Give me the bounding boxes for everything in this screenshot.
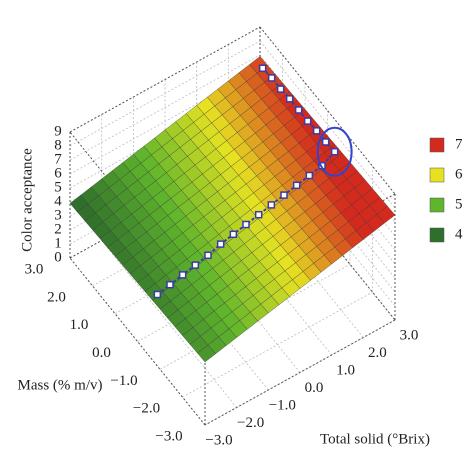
y-tick-label: 3.0 (400, 327, 419, 343)
legend-label: 6 (455, 166, 463, 182)
legend-swatch (429, 227, 445, 243)
path-point (191, 261, 200, 269)
optimum-path (153, 64, 353, 299)
z-tick-label: 5 (54, 179, 62, 195)
path-point (254, 210, 263, 219)
path-point (204, 251, 212, 260)
path-point (242, 220, 250, 229)
x-tick-label: 3.0 (25, 261, 44, 277)
legend-swatch (429, 167, 445, 183)
z-tick-label: 7 (54, 151, 62, 167)
x-tick-label: −2.0 (133, 401, 160, 417)
z-tick-label: 9 (54, 123, 62, 139)
surface (69, 56, 396, 363)
legend-label: 7 (455, 136, 463, 152)
x-tick-label: 1.0 (70, 317, 89, 333)
y-tick-label: 1.0 (336, 362, 355, 378)
z-tick-label: 8 (54, 137, 62, 153)
path-point (166, 280, 174, 289)
z-tick-label: 6 (54, 165, 62, 181)
legend-swatch (429, 137, 445, 153)
highlight-ring (316, 126, 353, 177)
y-tick-label: −3.0 (205, 432, 232, 448)
y-tick-label: −1.0 (269, 397, 296, 413)
box-edge (69, 26, 261, 133)
z-tick-label: 3 (54, 207, 62, 223)
x-axis-title: Mass (% m/v) (18, 377, 103, 393)
z-tick-label: 2 (54, 221, 62, 237)
path-point (153, 290, 162, 299)
z-axis-title: Color acceptance (19, 148, 35, 252)
grid-line (182, 291, 373, 398)
legend-swatch (429, 197, 445, 213)
x-tick-label: −3.0 (155, 428, 182, 444)
path-point (305, 171, 314, 180)
path-point (292, 181, 301, 190)
legend-label: 4 (455, 226, 463, 242)
legend-label: 5 (455, 196, 463, 212)
y-tick-label: −2.0 (237, 415, 264, 431)
path-point (267, 74, 276, 82)
box-edge (204, 319, 396, 426)
path-point (321, 138, 330, 146)
surface-cell (197, 344, 216, 363)
path-point (280, 191, 288, 199)
x-tick-label: −1.0 (110, 373, 137, 389)
path-point (285, 95, 294, 103)
path-point (258, 64, 267, 72)
z-tick-label: 1 (54, 235, 62, 251)
z-tick-label: 0 (54, 249, 62, 265)
path-point (276, 85, 285, 93)
path-point (216, 240, 225, 248)
y-axis-title: Total solid (°Brix) (320, 431, 430, 447)
x-tick-label: 2.0 (47, 289, 66, 305)
path-point (229, 230, 238, 239)
path-point (178, 271, 187, 279)
x-tick-label: 0.0 (92, 345, 111, 361)
path-point (303, 117, 312, 125)
path-point (330, 147, 339, 156)
path-point (312, 127, 321, 135)
z-tick-label: 4 (54, 193, 62, 209)
path-point (294, 106, 303, 114)
y-tick-label: 2.0 (368, 345, 387, 361)
y-tick-label: 0.0 (305, 380, 324, 396)
path-point (267, 201, 276, 209)
